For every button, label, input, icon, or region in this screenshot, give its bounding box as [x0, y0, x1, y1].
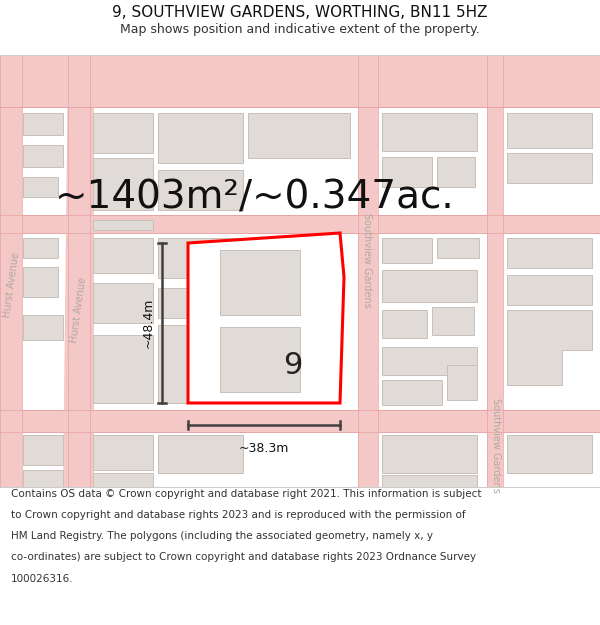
Bar	[0, 215, 600, 233]
Text: Map shows position and indicative extent of the property.: Map shows position and indicative extent…	[120, 22, 480, 36]
Bar	[158, 170, 243, 210]
Bar	[23, 145, 63, 167]
Bar	[93, 158, 153, 210]
Bar	[23, 177, 58, 197]
Bar	[72, 55, 94, 487]
Text: to Crown copyright and database rights 2023 and is reproduced with the permissio: to Crown copyright and database rights 2…	[11, 510, 466, 520]
Bar	[382, 310, 427, 338]
Bar	[382, 380, 442, 405]
Text: Hurst Avenue: Hurst Avenue	[2, 252, 22, 318]
Text: Southview Gardens: Southview Gardens	[362, 213, 372, 308]
Bar	[23, 113, 63, 135]
Bar	[158, 113, 243, 163]
Bar	[158, 238, 243, 278]
Text: ~1403m²/~0.347ac.: ~1403m²/~0.347ac.	[55, 178, 455, 216]
Bar	[23, 238, 58, 258]
Bar	[23, 315, 63, 340]
Bar	[93, 220, 153, 230]
Bar	[507, 435, 592, 473]
Bar	[0, 410, 600, 432]
Bar	[248, 113, 350, 158]
Text: HM Land Registry. The polygons (including the associated geometry, namely x, y: HM Land Registry. The polygons (includin…	[11, 531, 433, 541]
Text: ~48.4m: ~48.4m	[142, 298, 155, 348]
Bar	[220, 250, 300, 315]
Bar	[93, 435, 153, 470]
Text: 9, SOUTHVIEW GARDENS, WORTHING, BN11 5HZ: 9, SOUTHVIEW GARDENS, WORTHING, BN11 5HZ	[112, 5, 488, 20]
Text: ~38.3m: ~38.3m	[239, 442, 289, 455]
Bar	[0, 55, 22, 487]
Bar	[382, 157, 432, 187]
Bar	[93, 283, 153, 323]
Polygon shape	[188, 233, 344, 403]
Polygon shape	[63, 55, 90, 487]
Bar	[93, 238, 153, 273]
Bar	[507, 353, 562, 385]
Text: 100026316.: 100026316.	[11, 574, 73, 584]
Bar	[447, 365, 477, 400]
Bar	[507, 113, 592, 148]
Polygon shape	[507, 310, 592, 385]
Bar	[0, 55, 600, 107]
Bar	[158, 288, 243, 318]
Bar	[23, 435, 63, 465]
Bar	[437, 157, 475, 187]
Bar	[437, 238, 479, 258]
Polygon shape	[0, 55, 22, 487]
Bar	[93, 473, 153, 487]
Bar	[358, 55, 378, 487]
Bar	[382, 347, 477, 375]
Text: co-ordinates) are subject to Crown copyright and database rights 2023 Ordnance S: co-ordinates) are subject to Crown copyr…	[11, 552, 476, 562]
Bar	[382, 113, 477, 151]
Bar	[507, 238, 592, 268]
Bar	[507, 275, 592, 305]
Text: Southview Gardens: Southview Gardens	[491, 398, 501, 492]
Bar	[507, 313, 592, 348]
Bar	[93, 335, 153, 403]
Bar	[158, 435, 243, 473]
Text: Hurst Avenue: Hurst Avenue	[70, 277, 89, 343]
Text: 9: 9	[283, 351, 302, 379]
Bar	[507, 153, 592, 183]
Bar	[93, 113, 153, 153]
Bar	[382, 270, 477, 302]
Bar	[487, 55, 503, 487]
Bar	[382, 238, 432, 263]
Bar	[23, 470, 63, 487]
Bar	[23, 267, 58, 297]
Bar	[382, 475, 477, 487]
Bar	[382, 435, 477, 473]
Text: Contains OS data © Crown copyright and database right 2021. This information is : Contains OS data © Crown copyright and d…	[11, 489, 481, 499]
Bar	[158, 325, 243, 403]
Bar	[220, 327, 300, 392]
Bar	[432, 307, 474, 335]
